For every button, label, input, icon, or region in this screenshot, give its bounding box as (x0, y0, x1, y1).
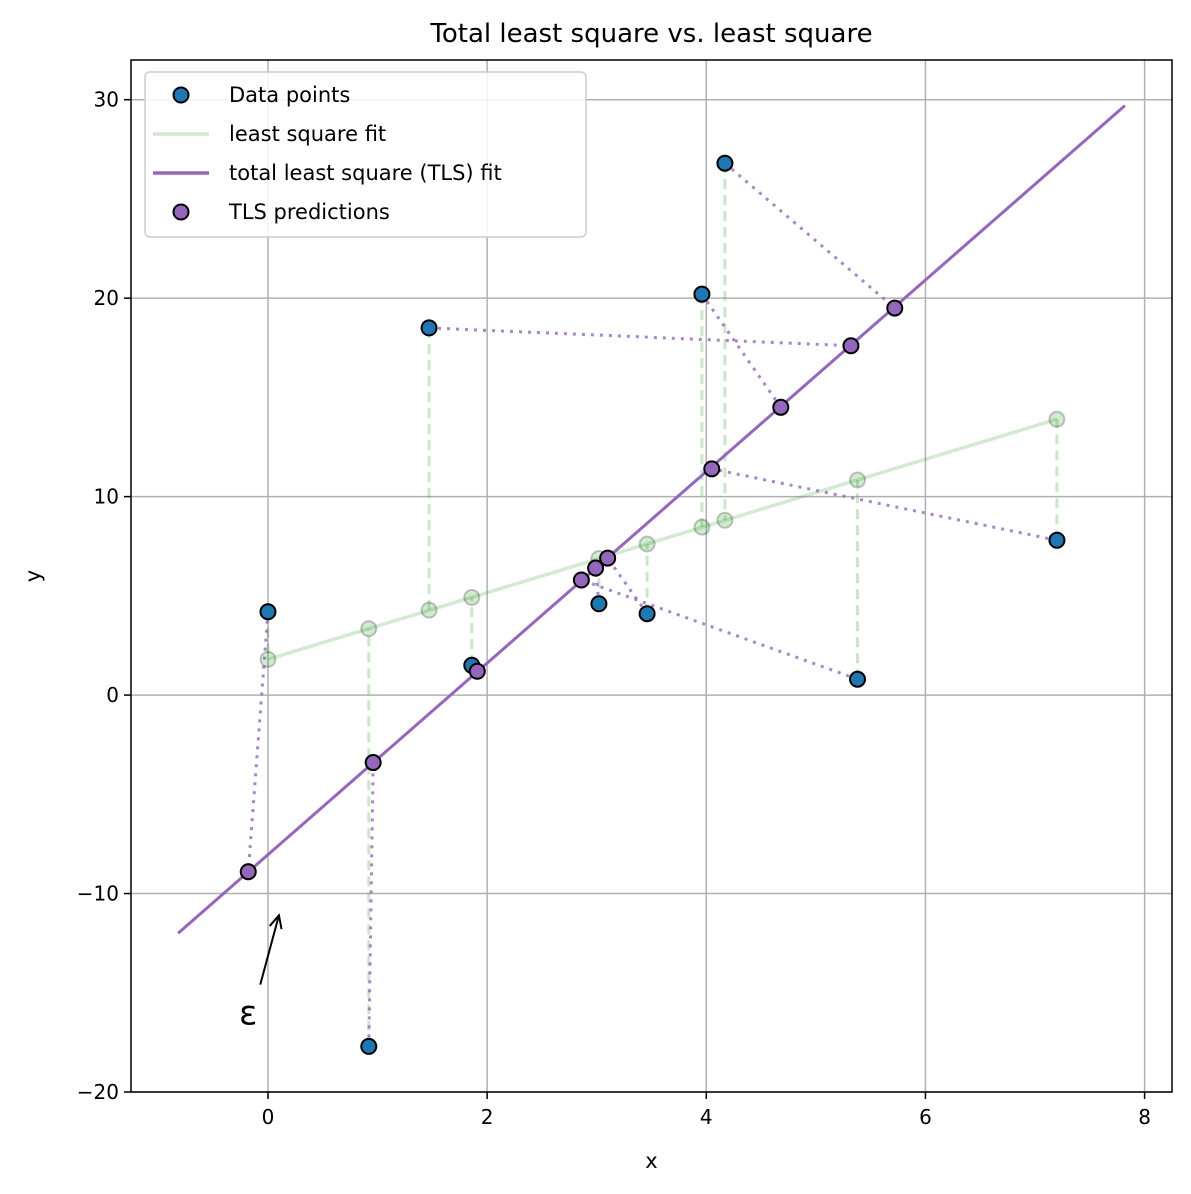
ls-prediction-point (716, 511, 734, 529)
annotation-arrow-head (269, 913, 283, 930)
tls-prediction-point (772, 398, 790, 416)
y-tick-label: 30 (94, 88, 119, 112)
plot-frame (130, 59, 1173, 1093)
tls-prediction-point (239, 863, 257, 881)
scatter-points (239, 154, 1066, 1055)
tls-prediction-point (364, 754, 382, 772)
y-axis-label: y (21, 570, 45, 582)
x-tick-label: 8 (1138, 1105, 1151, 1129)
y-tick-label: −20 (77, 1080, 119, 1104)
fit-lines (177, 104, 1126, 935)
tls-prediction-point (599, 549, 617, 567)
data-point (638, 605, 656, 623)
y-tick-label: 10 (94, 485, 119, 509)
ls-prediction-point (463, 588, 481, 606)
data-point (849, 670, 867, 688)
x-tick-label: 4 (700, 1105, 713, 1129)
tls-prediction-point (587, 559, 605, 577)
tls-residual-line (428, 326, 851, 348)
ls-prediction-point (638, 535, 656, 553)
legend-label: Data points (229, 83, 350, 107)
tls-fit-line (177, 104, 1126, 935)
ls-prediction-point (849, 471, 867, 489)
legend: Data points least square fit total least s… (144, 71, 587, 238)
ls-prediction-point (1048, 410, 1066, 428)
data-point (420, 319, 438, 337)
least-square-fit-line (267, 417, 1058, 662)
data-point (693, 285, 711, 303)
tls-residual-line (367, 762, 375, 1047)
x-tick-label: 2 (481, 1105, 494, 1129)
tls-prediction-point (703, 460, 721, 478)
y-tick-label: 0 (106, 683, 119, 707)
annotation-epsilon: ε (239, 994, 257, 1034)
tls-residual-line (580, 578, 859, 681)
legend-label: least square fit (229, 122, 386, 146)
tls-residual-line (723, 162, 896, 310)
legend-label: total least square (TLS) fit (229, 161, 502, 185)
legend-label: TLS predictions (228, 200, 390, 224)
data-point (590, 595, 608, 613)
data-point (716, 154, 734, 172)
chart-title: Total least square vs. least square (429, 19, 872, 49)
data-point (259, 603, 277, 621)
data-point (1048, 531, 1066, 549)
ls-prediction-point (420, 601, 438, 619)
legend-marker (172, 86, 190, 104)
data-point (360, 1037, 378, 1055)
tls-residual-lines (246, 162, 1058, 1047)
tls-prediction-point (572, 571, 590, 589)
legend-marker (172, 203, 190, 221)
legend-box (144, 71, 587, 238)
ls-prediction-point (360, 620, 378, 638)
annotation-arrow (259, 915, 280, 985)
x-axis-label: x (645, 1149, 657, 1173)
tls-residual-line (711, 467, 1058, 542)
tls-prediction-point (842, 337, 860, 355)
ls-residual-lines (266, 163, 1059, 1047)
tls-residual-line (700, 293, 783, 409)
y-tick-label: −10 (77, 882, 119, 906)
tls-residual-line (606, 557, 649, 615)
axis-ticks: 0 2 4 6 8 −20 −10 0 10 20 30 (77, 88, 1151, 1129)
ls-prediction-point (259, 650, 277, 668)
epsilon-annotation: ε (239, 913, 283, 1034)
ls-prediction-point (693, 518, 711, 536)
tls-residual-line (246, 611, 270, 872)
x-tick-label: 0 (262, 1105, 275, 1129)
tls-prediction-point (468, 662, 486, 680)
y-tick-label: 20 (94, 286, 119, 310)
tls-prediction-point (886, 299, 904, 317)
x-tick-label: 6 (919, 1105, 932, 1129)
